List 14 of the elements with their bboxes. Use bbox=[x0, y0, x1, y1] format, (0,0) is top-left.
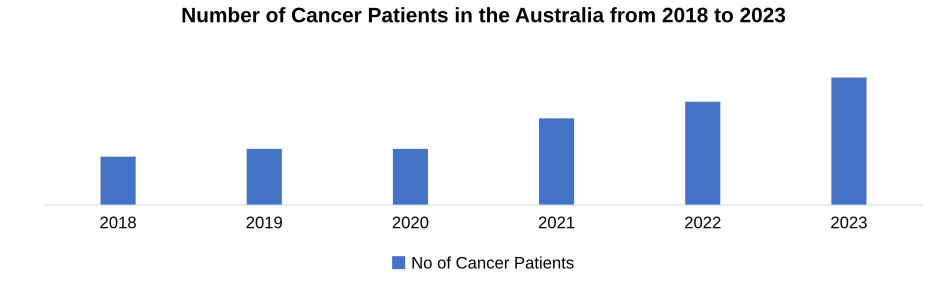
x-tick-label: 2023 bbox=[831, 216, 867, 228]
x-tick-label: 2021 bbox=[538, 216, 574, 228]
bar bbox=[539, 118, 574, 205]
bar bbox=[831, 78, 866, 205]
x-tick-label: 2022 bbox=[685, 216, 720, 228]
bar bbox=[392, 148, 428, 205]
bar bbox=[685, 102, 720, 205]
x-tick-label: 2018 bbox=[100, 216, 136, 228]
bar bbox=[246, 148, 282, 205]
x-tick-label: 2020 bbox=[392, 216, 428, 228]
bar bbox=[100, 156, 136, 205]
x-tick-label: 2019 bbox=[246, 216, 282, 228]
legend-label: No of Cancer Patients bbox=[412, 256, 574, 269]
chart-title: Number of Cancer Patients in the Australia from 2018 to 2023 bbox=[182, 7, 786, 22]
